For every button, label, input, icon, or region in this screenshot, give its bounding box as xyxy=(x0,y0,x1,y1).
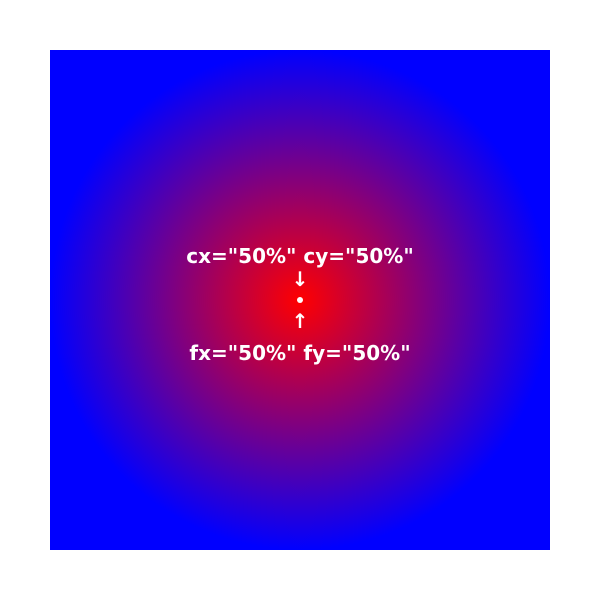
down-arrow-icon: ↓ xyxy=(292,267,309,291)
center-point xyxy=(297,297,303,303)
center-label: cx="50%" cy="50%" xyxy=(186,244,414,268)
up-arrow-icon: ↑ xyxy=(292,309,309,333)
focal-label: fx="50%" fy="50%" xyxy=(189,341,410,365)
